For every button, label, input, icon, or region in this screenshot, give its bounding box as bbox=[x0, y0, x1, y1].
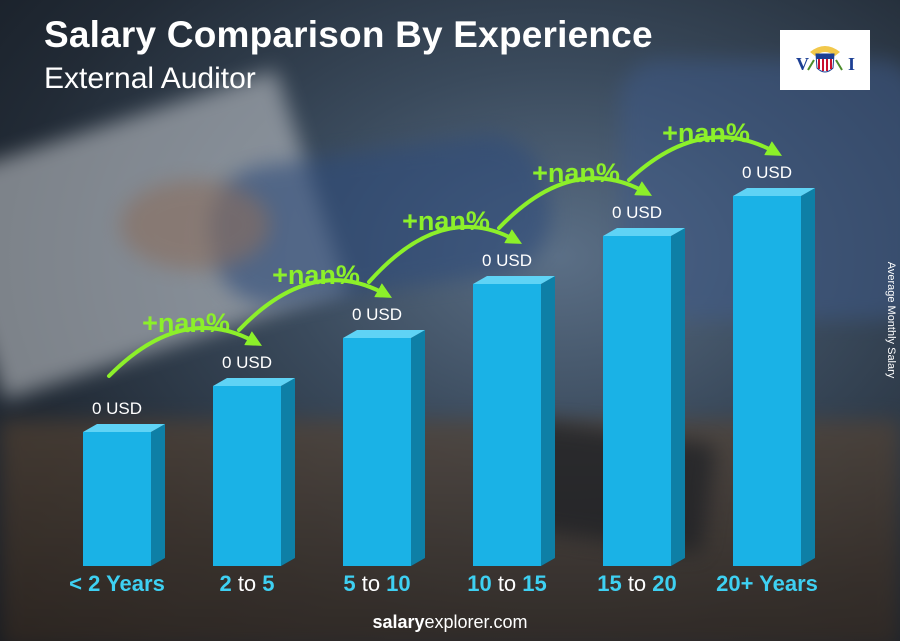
value-label-0: 0 USD bbox=[92, 399, 142, 418]
value-label-5: 0 USD bbox=[742, 163, 792, 182]
y-axis-label: Average Monthly Salary bbox=[885, 261, 897, 379]
chart-subtitle: External Auditor bbox=[44, 62, 256, 95]
growth-indicator-0: +nan% bbox=[107, 308, 263, 378]
footer-brand-rest: explorer.com bbox=[424, 612, 528, 632]
growth-indicator-4: +nan% bbox=[627, 118, 783, 182]
bar-3 bbox=[473, 276, 555, 566]
growth-indicator-1: +nan% bbox=[237, 260, 393, 332]
value-label-1: 0 USD bbox=[222, 353, 272, 372]
footer-brand-bold: salary bbox=[372, 612, 425, 632]
value-label-2: 0 USD bbox=[352, 305, 402, 324]
flag-icon: V I bbox=[780, 30, 870, 90]
growth-label-2: +nan% bbox=[402, 206, 490, 236]
bar-1 bbox=[213, 378, 295, 566]
background-hand bbox=[120, 180, 270, 270]
category-label-2: 5 to 10 bbox=[343, 571, 411, 596]
footer-brand: salaryexplorer.com bbox=[0, 612, 900, 633]
bar-5 bbox=[733, 188, 815, 566]
category-label-0: < 2 Years bbox=[69, 571, 165, 596]
chart-title: Salary Comparison By Experience bbox=[44, 14, 653, 55]
growth-indicator-3: +nan% bbox=[497, 158, 653, 230]
growth-label-0: +nan% bbox=[142, 308, 230, 338]
growth-indicator-2: +nan% bbox=[367, 206, 523, 284]
flag-letter-i: I bbox=[848, 54, 855, 74]
flag-letter-v: V bbox=[796, 54, 809, 74]
category-label-4: 15 to 20 bbox=[597, 571, 677, 596]
bar-0 bbox=[83, 424, 165, 566]
growth-label-4: +nan% bbox=[662, 118, 750, 148]
category-label-3: 10 to 15 bbox=[467, 571, 547, 596]
bar-4 bbox=[603, 228, 685, 566]
value-label-3: 0 USD bbox=[482, 251, 532, 270]
value-label-4: 0 USD bbox=[612, 203, 662, 222]
category-label-5: 20+ Years bbox=[716, 571, 818, 596]
growth-label-1: +nan% bbox=[272, 260, 360, 290]
bar-2 bbox=[343, 330, 425, 566]
growth-label-3: +nan% bbox=[532, 158, 620, 188]
category-label-1: 2 to 5 bbox=[219, 571, 275, 596]
